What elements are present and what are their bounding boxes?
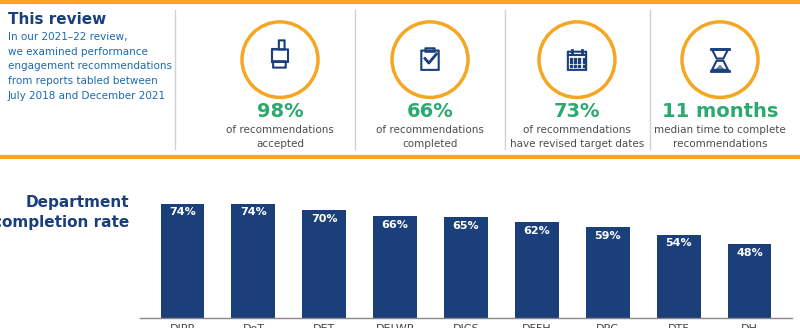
Text: 62%: 62% <box>523 226 550 236</box>
Text: 73%: 73% <box>554 102 600 121</box>
Text: 70%: 70% <box>311 214 338 224</box>
Text: This review: This review <box>8 12 106 27</box>
Bar <box>161 204 205 318</box>
Bar <box>302 210 346 318</box>
Text: 11 months: 11 months <box>662 102 778 121</box>
Bar <box>373 216 417 318</box>
Bar <box>727 244 771 318</box>
Bar <box>515 222 559 318</box>
Text: 59%: 59% <box>594 231 621 241</box>
Text: of recommendations
accepted: of recommendations accepted <box>226 125 334 149</box>
Text: 65%: 65% <box>453 221 479 231</box>
Text: median time to complete
recommendations: median time to complete recommendations <box>654 125 786 149</box>
Text: 98%: 98% <box>257 102 303 121</box>
Polygon shape <box>717 65 723 69</box>
Text: 74%: 74% <box>169 207 196 217</box>
Bar <box>586 227 630 318</box>
Text: In our 2021–22 review,
we examined performance
engagement recommendations
from r: In our 2021–22 review, we examined perfo… <box>8 32 172 101</box>
Text: Department
completion rate: Department completion rate <box>0 195 129 230</box>
Bar <box>444 217 488 318</box>
Bar <box>657 235 701 318</box>
Text: 48%: 48% <box>736 248 763 258</box>
Bar <box>231 204 275 318</box>
Text: 54%: 54% <box>666 238 692 248</box>
Text: of recommendations
have revised target dates: of recommendations have revised target d… <box>510 125 644 149</box>
Text: 66%: 66% <box>406 102 454 121</box>
Text: of recommendations
completed: of recommendations completed <box>376 125 484 149</box>
Text: 66%: 66% <box>382 220 409 230</box>
Text: 74%: 74% <box>240 207 266 217</box>
